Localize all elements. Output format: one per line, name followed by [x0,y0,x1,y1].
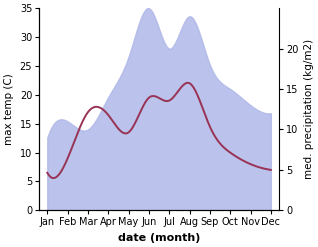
X-axis label: date (month): date (month) [118,233,200,243]
Y-axis label: med. precipitation (kg/m2): med. precipitation (kg/m2) [304,39,314,179]
Y-axis label: max temp (C): max temp (C) [4,73,14,145]
